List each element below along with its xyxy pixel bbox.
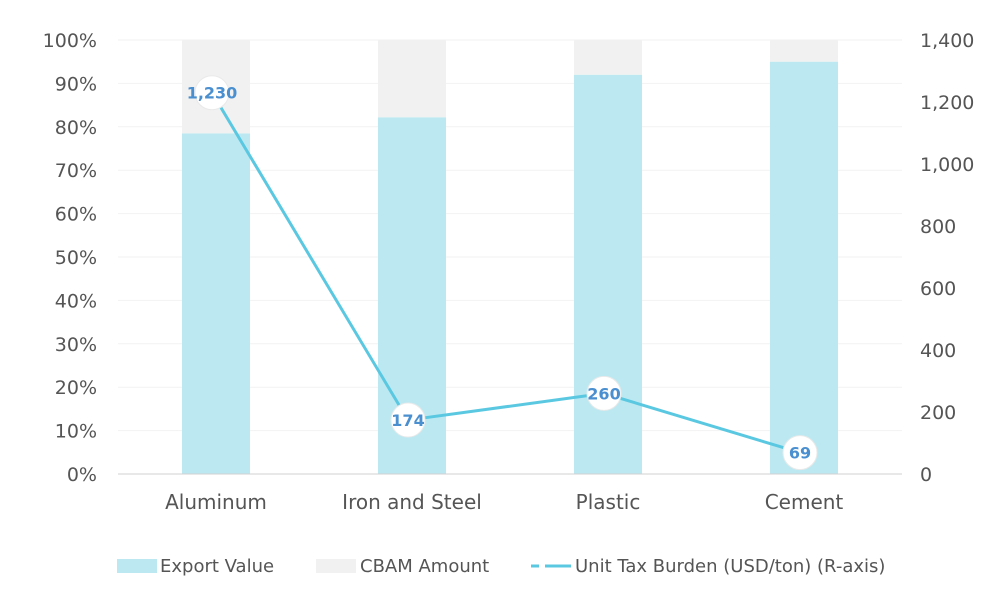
data-label: 1,230: [187, 84, 238, 103]
right-axis-tick-label: 1,000: [920, 154, 974, 176]
right-axis-tick-label: 400: [920, 340, 956, 362]
left-axis-tick-label: 10%: [55, 421, 97, 443]
legend-label-cbam-amount: CBAM Amount: [360, 556, 489, 577]
bar-export-value: [182, 133, 250, 474]
data-point-marker: [390, 402, 426, 438]
category-label: Iron and Steel: [342, 490, 482, 514]
right-axis-tick-label: 200: [920, 402, 956, 424]
data-point-marker: [586, 375, 622, 411]
data-label: 260: [587, 384, 620, 403]
legend-label-export-value: Export Value: [160, 556, 274, 577]
left-axis-tick-label: 50%: [55, 247, 97, 269]
left-axis-tick-label: 60%: [55, 204, 97, 226]
bar-export-value: [770, 61, 838, 474]
data-point-marker: [194, 75, 230, 111]
data-point-marker: [782, 435, 818, 471]
left-axis-tick-label: 70%: [55, 160, 97, 182]
tax-burden-line: 1,230 174 260 69: [187, 75, 818, 471]
bar-cbam-amount: [770, 40, 838, 62]
right-axis-tick-label: 1,400: [920, 30, 974, 52]
right-axis-tick-label: 600: [920, 278, 956, 300]
legend-swatch-cbam-amount: [316, 559, 356, 573]
category-label: Plastic: [576, 490, 641, 514]
category-label: Aluminum: [165, 490, 267, 514]
bar-cbam-amount: [378, 40, 446, 118]
left-axis-tick-label: 20%: [55, 377, 97, 399]
bar-cbam-amount: [574, 40, 642, 75]
right-axis-tick-label: 0: [920, 464, 932, 486]
bar-export-value: [574, 74, 642, 474]
category-label: Cement: [765, 490, 844, 514]
left-axis-tick-label: 30%: [55, 334, 97, 356]
right-axis-tick-label: 800: [920, 216, 956, 238]
legend-swatch-export-value: [117, 559, 157, 573]
left-axis-tick-label: 100%: [43, 30, 97, 52]
line-path: [210, 91, 801, 455]
legend-label-tax-burden: Unit Tax Burden (USD/ton) (R-axis): [575, 556, 885, 577]
data-label: 69: [789, 444, 811, 463]
left-axis-tick-label: 80%: [55, 117, 97, 139]
right-axis-ticks: 0 200 400 600 800 1,000 1,200 1,400: [920, 30, 974, 486]
data-label: 174: [391, 411, 424, 430]
bars: [182, 40, 838, 474]
legend: Export Value CBAM Amount Unit Tax Burden (…: [117, 556, 885, 577]
right-axis-tick-label: 1,200: [920, 92, 974, 114]
category-labels: Aluminum Iron and Steel Plastic Cement: [165, 490, 843, 514]
left-axis-tick-label: 90%: [55, 73, 97, 95]
left-axis-tick-label: 0%: [67, 464, 97, 486]
left-axis-tick-label: 40%: [55, 290, 97, 312]
left-axis-ticks: 0% 10% 20% 30% 40% 50% 60% 70% 80% 90% 100%: [43, 30, 97, 486]
